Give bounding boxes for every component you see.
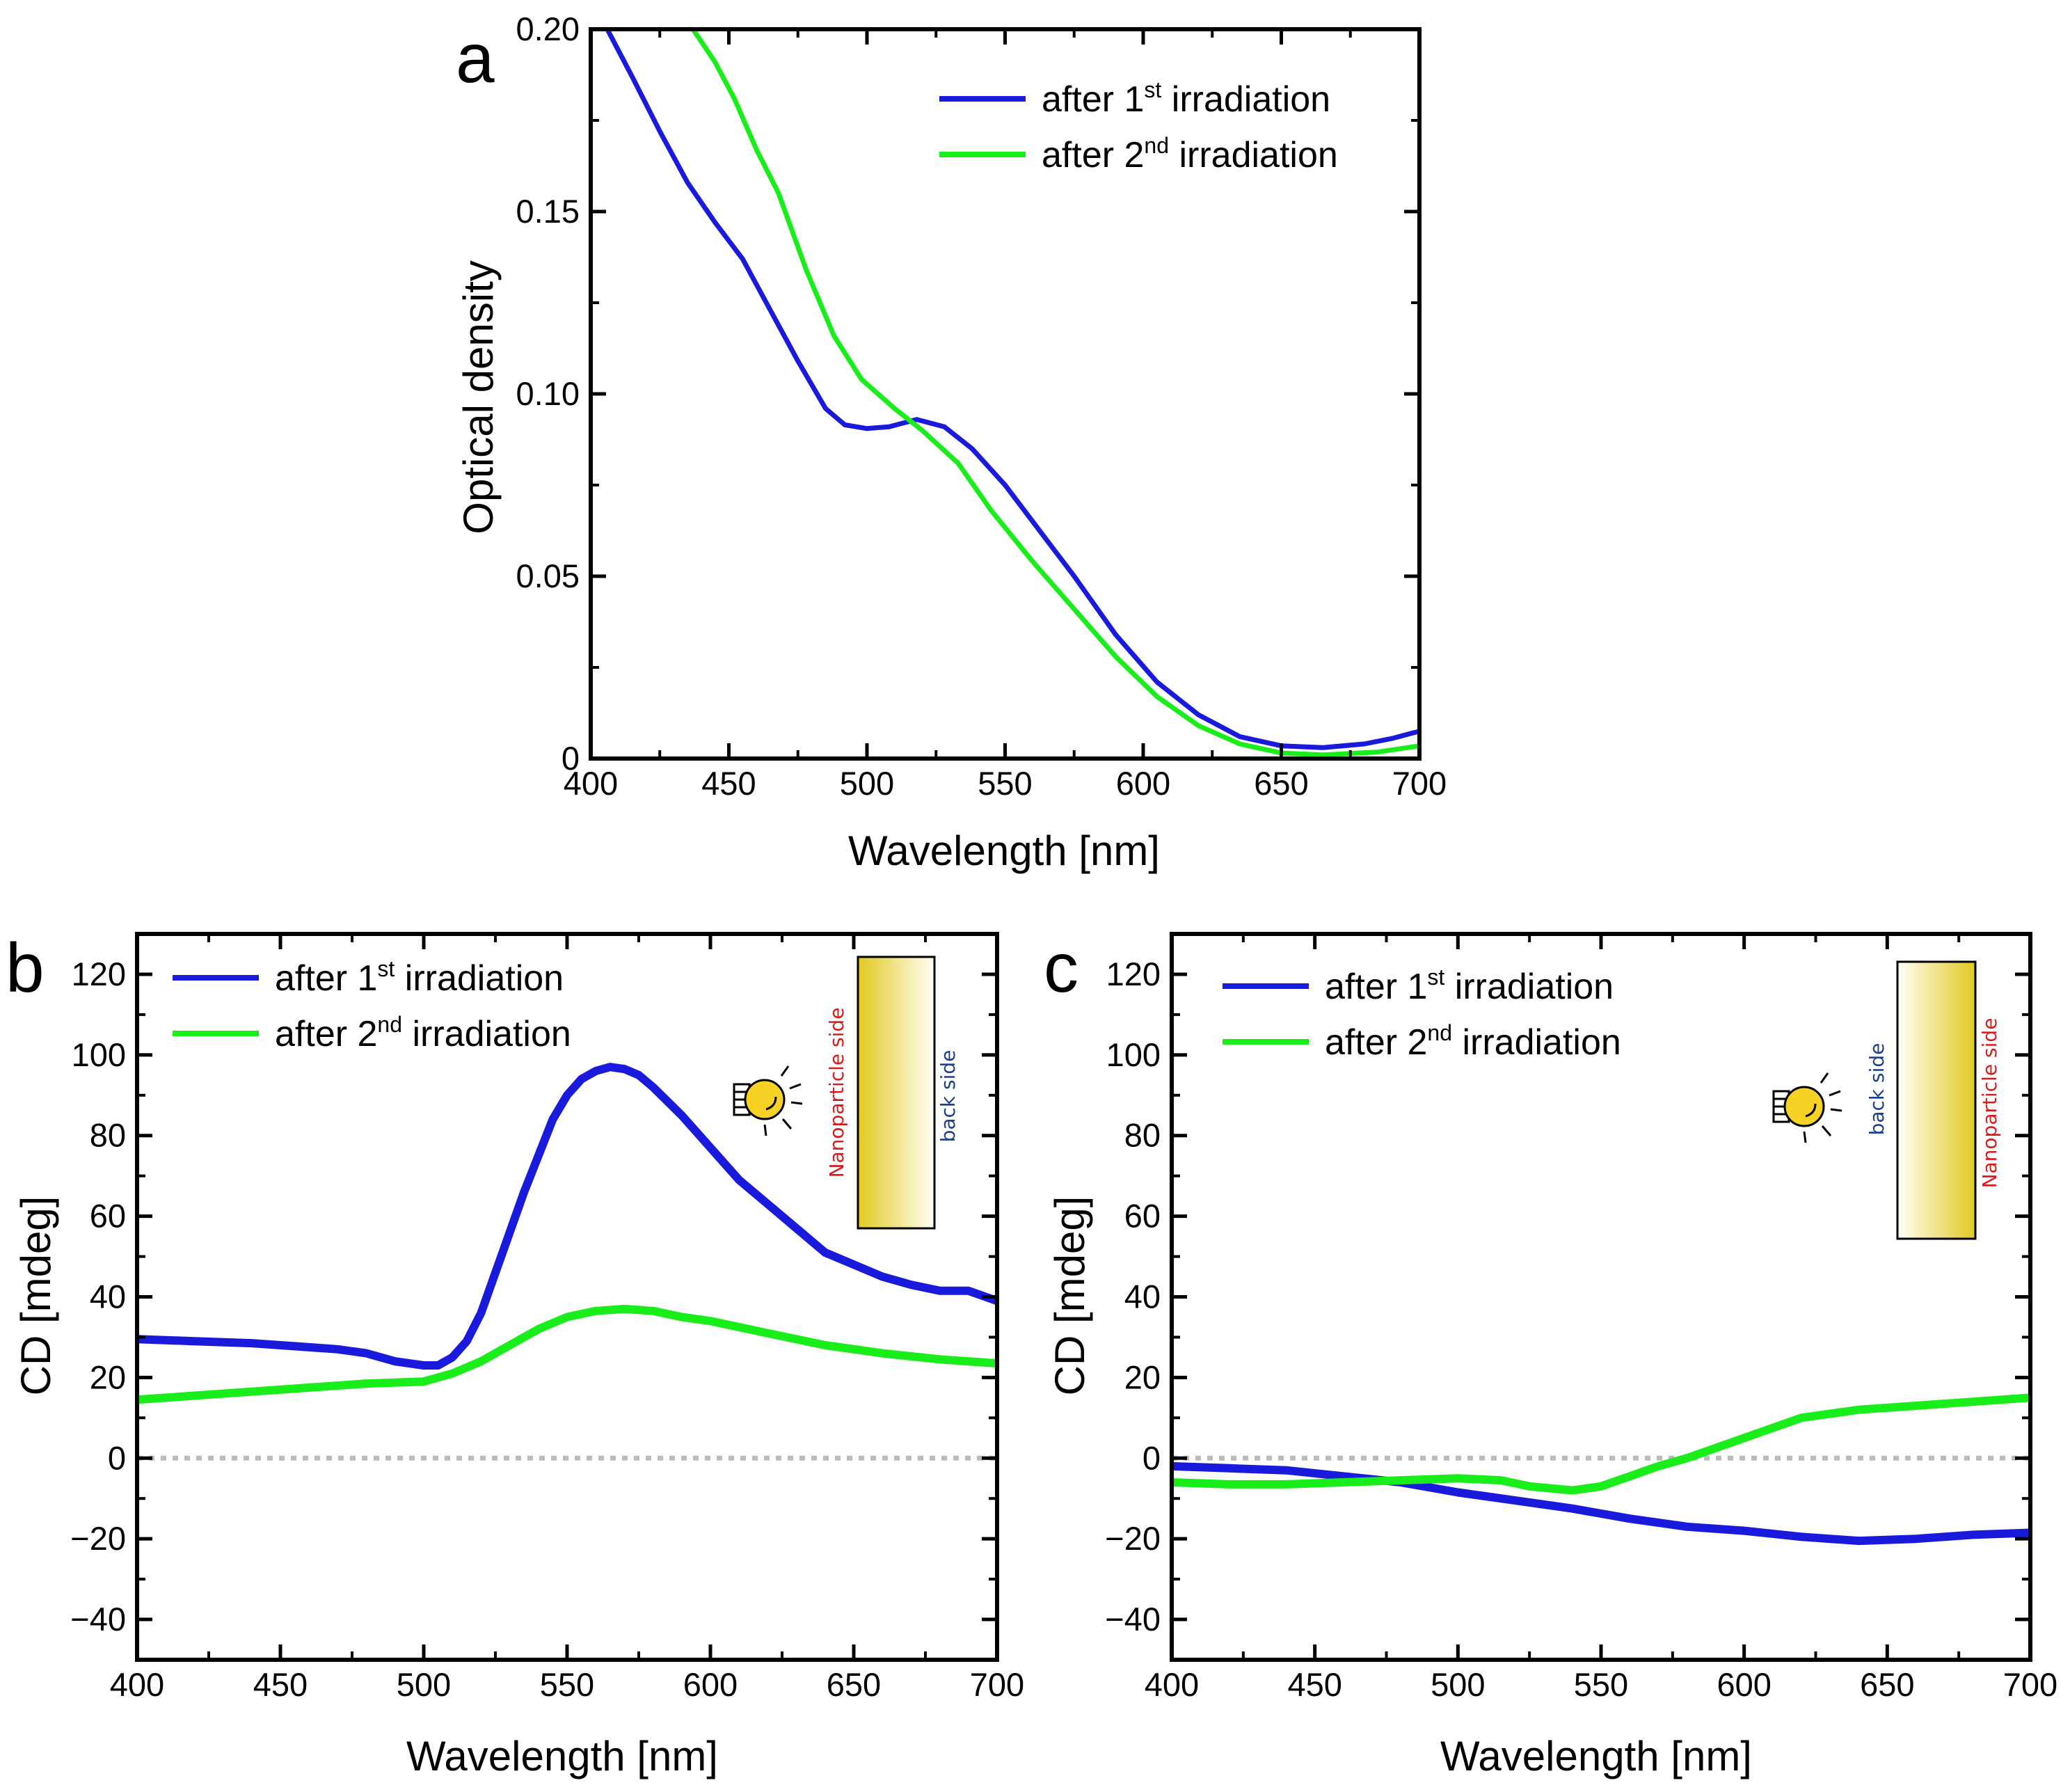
y-tick-label-b: 120 [72,956,126,992]
x-tick-label-a: 700 [1392,765,1447,802]
series-line-c-2 [1172,1393,2030,1495]
panel-a: a Wavelength [nm] Optical density 400 450… [455,10,1447,874]
nanoparticle-side-label-c: Nanoparticle side [1978,1018,2001,1189]
legend-c-label-2: after 2nd irradiation [1325,1020,1621,1063]
x-tick-label-a: 450 [701,765,756,802]
nanoparticle-side-label-b: Nanoparticle side [825,1008,848,1178]
plot-area-c: 400 450 500 550 600 650 700 −40 −20 0 20 40 60 80 100 1… [1105,932,2057,1703]
y-tick-label-b: 40 [90,1278,126,1315]
legend-a: after 1st irradiation after 2nd irradiat… [939,77,1338,175]
x-tick-label-b: 400 [110,1666,164,1703]
x-tick-label-a: 650 [1254,765,1308,802]
y-tick-label-b: 20 [90,1358,126,1395]
x-tick-label-b: 600 [683,1666,738,1703]
x-tick-label-a: 550 [978,765,1032,802]
panel-c: c Wavelength [nm] CD [mdeg] 400 450 500 550… [1044,929,2057,1779]
y-tick-label-c: −40 [1105,1601,1161,1638]
x-tick-label-b: 650 [827,1666,881,1703]
series-line-b-2 [137,1304,997,1404]
y-tick-label-a: 0.15 [516,193,580,230]
series-line-b-1 [137,1063,997,1370]
series-line-a-2 [690,29,1419,758]
legend-b-label-2: after 2nd irradiation [275,1012,571,1054]
lightbulb-icon [733,1065,803,1136]
panel-b: b Wavelength [nm] CD [mdeg] 400 450 500 550… [6,929,1024,1779]
lightbulb-icon [1772,1072,1842,1143]
x-axis-title-c: Wavelength [nm] [1440,1733,1752,1779]
y-tick-label-b: 100 [72,1036,126,1073]
y-tick-label-c: 0 [1143,1439,1161,1476]
y-tick-label-c: 100 [1106,1036,1161,1073]
inset-c: back side Nanoparticle side [1772,960,2001,1240]
x-tick-label-c: 600 [1717,1666,1771,1703]
y-tick-label-a: 0.10 [516,375,580,412]
x-tick-label-b: 550 [540,1666,594,1703]
y-tick-label-a: 0.05 [516,557,580,594]
film-c [1896,960,1977,1240]
y-tick-label-c: 60 [1124,1198,1161,1235]
x-tick-label-a: 400 [564,765,618,802]
y-tick-label-a: 0.20 [516,10,580,47]
series-line-c-1 [1172,1461,2030,1546]
y-tick-label-b: −20 [70,1520,126,1557]
x-tick-label-a: 500 [840,765,894,802]
back-side-label-c: back side [1865,1043,1888,1136]
legend-b: after 1st irradiation after 2nd irradiat… [173,956,571,1054]
x-axis-title-a: Wavelength [nm] [848,827,1160,874]
inset-b: Nanoparticle side back side [733,956,960,1230]
x-tick-label-b: 500 [397,1666,451,1703]
x-tick-label-c: 700 [2003,1666,2057,1703]
x-tick-label-c: 450 [1287,1666,1341,1703]
x-tick-label-a: 600 [1116,765,1170,802]
x-tick-label-c: 650 [1860,1666,1914,1703]
y-axis-title-a: Optical density [455,260,502,534]
y-axis-title-b: CD [mdeg] [13,1196,59,1396]
panel-label-c: c [1044,929,1078,1007]
x-tick-label-b: 700 [970,1666,1024,1703]
y-tick-label-c: 40 [1124,1278,1161,1315]
y-tick-label-c: 20 [1124,1358,1161,1395]
x-tick-label-c: 550 [1574,1666,1628,1703]
legend-c-label-1: after 1st irradiation [1325,965,1614,1007]
x-axis-title-b: Wavelength [nm] [406,1733,718,1779]
y-tick-label-c: −20 [1105,1520,1161,1557]
plot-area-a: 400 450 500 550 600 650 700 0 0.05 0.10 0.15 0.20 [516,10,1447,802]
y-tick-label-c: 120 [1106,956,1161,992]
x-tick-label-b: 450 [253,1666,308,1703]
panel-label-b: b [6,929,45,1007]
panel-label-a: a [456,19,495,97]
series-line-a-1 [605,29,1419,750]
y-tick-label-b: −40 [70,1601,126,1638]
legend-c: after 1st irradiation after 2nd irradiat… [1223,965,1621,1063]
back-side-label-b: back side [937,1050,960,1143]
legend-b-label-1: after 1st irradiation [275,956,564,999]
x-tick-label-c: 500 [1431,1666,1485,1703]
y-tick-label-b: 80 [90,1117,126,1154]
plot-area-b: 400 450 500 550 600 650 700 −40 −20 0 20 40 60 80 100 1… [70,932,1024,1703]
legend-a-label-2: after 2nd irradiation [1042,133,1338,175]
y-tick-label-c: 80 [1124,1117,1161,1154]
y-tick-label-b: 60 [90,1198,126,1235]
y-tick-label-a: 0 [562,740,580,777]
legend-a-label-1: after 1st irradiation [1042,77,1330,120]
y-axis-title-c: CD [mdeg] [1046,1196,1093,1396]
film-b [857,956,936,1230]
y-tick-label-b: 0 [108,1439,126,1476]
x-tick-label-c: 400 [1145,1666,1199,1703]
